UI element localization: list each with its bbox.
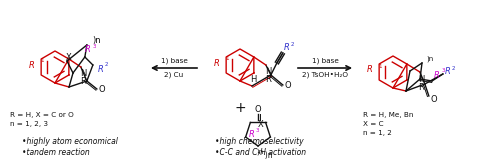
Text: )n: )n (260, 151, 272, 160)
Text: N: N (80, 69, 86, 78)
Text: O: O (254, 106, 262, 115)
Text: 3: 3 (256, 128, 260, 133)
Text: X: X (66, 52, 72, 61)
Text: R: R (265, 75, 271, 85)
Text: +: + (234, 101, 246, 115)
Text: 3: 3 (442, 68, 445, 73)
Text: n = 1, 2: n = 1, 2 (363, 130, 392, 136)
Text: )n: )n (256, 149, 264, 155)
Text: )n: )n (92, 37, 101, 45)
Text: N: N (418, 74, 424, 84)
Text: R: R (445, 67, 451, 76)
Text: R: R (85, 45, 91, 54)
Text: •high chemoselectivity: •high chemoselectivity (215, 137, 304, 146)
Text: R: R (98, 64, 104, 73)
Text: X = C: X = C (363, 121, 384, 127)
Text: 2) Cu: 2) Cu (164, 72, 184, 78)
Text: 1: 1 (225, 56, 228, 61)
Text: •highly atom economical: •highly atom economical (22, 137, 118, 146)
Text: O: O (430, 95, 437, 104)
Text: R: R (80, 77, 86, 87)
Text: 2) TsOH•H₂O: 2) TsOH•H₂O (302, 72, 348, 78)
Text: R = H, X = C or O: R = H, X = C or O (10, 112, 74, 118)
Text: R: R (367, 65, 373, 74)
Text: R: R (434, 70, 440, 79)
Text: O: O (284, 81, 291, 91)
Text: R: R (284, 43, 290, 52)
Text: 2: 2 (291, 42, 294, 46)
Text: •tandem reaction: •tandem reaction (22, 148, 90, 157)
Text: 2: 2 (452, 65, 456, 70)
Text: n = 1, 2, 3: n = 1, 2, 3 (10, 121, 48, 127)
Text: R: R (214, 58, 220, 67)
Text: O: O (98, 86, 105, 95)
Text: R: R (248, 130, 254, 138)
Text: R: R (29, 60, 35, 69)
Text: 1: 1 (40, 58, 43, 63)
Text: H: H (250, 75, 256, 85)
Text: •C-C and C-H activation: •C-C and C-H activation (215, 148, 306, 157)
Text: )n: )n (426, 56, 434, 62)
Text: N: N (264, 67, 271, 76)
Text: 1: 1 (378, 63, 382, 68)
Text: X: X (258, 120, 264, 129)
Text: 1) base: 1) base (160, 58, 188, 64)
Text: R = H, Me, Bn: R = H, Me, Bn (363, 112, 414, 118)
Text: 1) base: 1) base (312, 58, 338, 64)
Text: 3: 3 (92, 43, 96, 48)
Text: R: R (418, 82, 424, 92)
Text: 2: 2 (105, 62, 108, 67)
